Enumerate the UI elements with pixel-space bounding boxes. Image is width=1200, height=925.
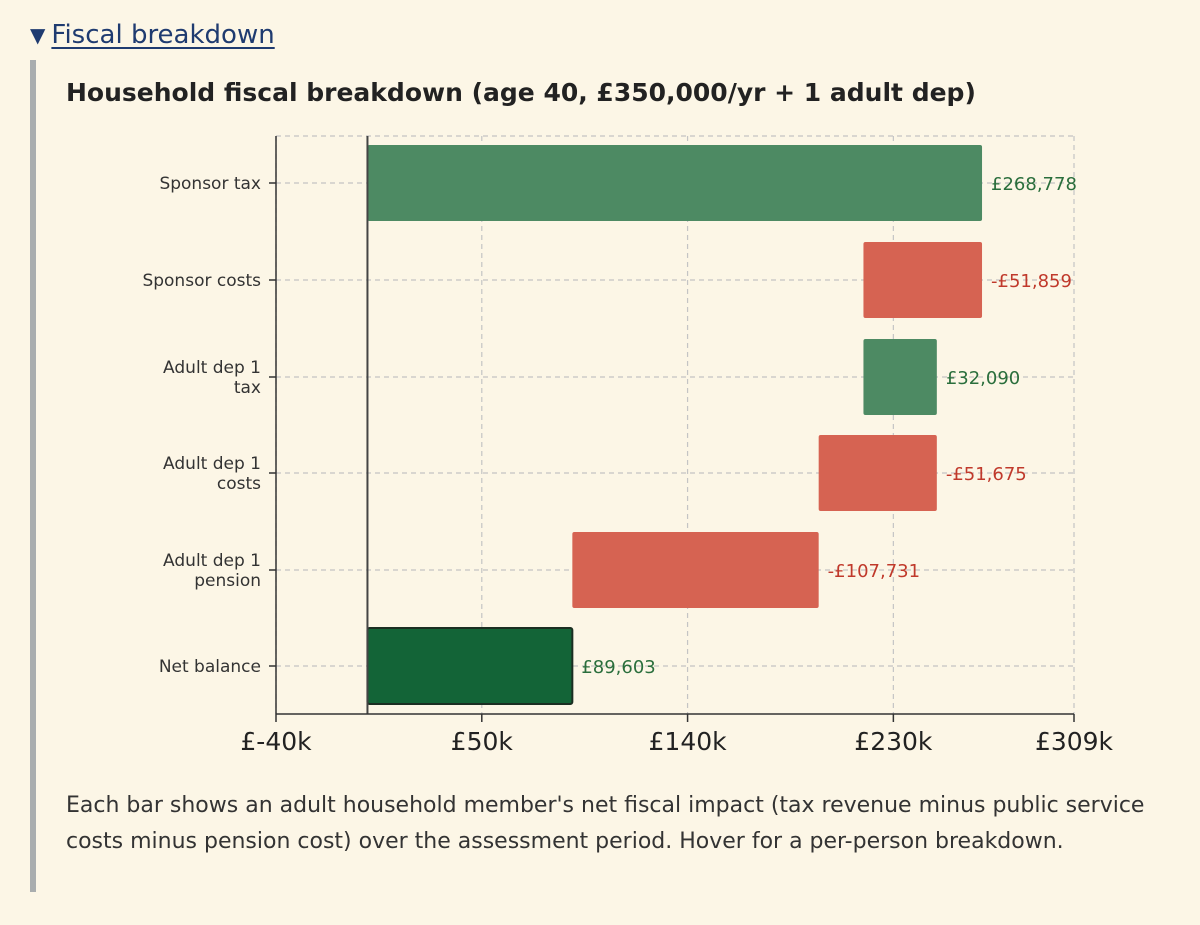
bar-net <box>366 627 574 705</box>
y-tick-label: costs <box>217 474 261 494</box>
bar-positive <box>863 339 937 415</box>
bar-positive <box>367 145 983 221</box>
triangle-down-icon: ▼ <box>30 23 46 47</box>
bar-value-label: -£51,675 <box>946 464 1027 485</box>
details-panel-border <box>30 60 36 892</box>
details-summary-label[interactable]: Fiscal breakdown <box>51 20 275 50</box>
x-tick-label: £-40k <box>240 727 312 756</box>
chart-caption: Each bar shows an adult household member… <box>66 793 1145 854</box>
y-tick-label: pension <box>194 571 261 591</box>
bar-value-label: £32,090 <box>946 368 1020 389</box>
y-tick-label: Adult dep 1 <box>163 454 261 474</box>
y-tick-label: Adult dep 1 <box>163 551 261 571</box>
bar-value-label: -£51,859 <box>991 271 1072 292</box>
y-tick-label: Sponsor tax <box>159 174 261 194</box>
y-tick-label: Adult dep 1 <box>163 358 261 378</box>
bar-negative <box>818 435 937 511</box>
y-tick-label: Sponsor costs <box>142 271 261 291</box>
x-tick-label: £140k <box>649 727 728 756</box>
y-tick-label: tax <box>234 378 261 398</box>
bar-value-label: -£107,731 <box>828 561 920 582</box>
chart-title: Household fiscal breakdown (age 40, £350… <box>66 78 976 107</box>
bar-value-label: £268,778 <box>991 174 1077 195</box>
x-tick-label: £309k <box>1035 727 1114 756</box>
x-tick-label: £50k <box>451 727 514 756</box>
x-tick-label: £230k <box>854 727 933 756</box>
bar-negative <box>572 532 819 608</box>
y-tick-label: Net balance <box>159 657 261 677</box>
details-summary[interactable]: ▼ Fiscal breakdown <box>30 20 275 50</box>
bar-value-label: £89,603 <box>581 657 655 678</box>
bar-negative <box>863 242 983 318</box>
